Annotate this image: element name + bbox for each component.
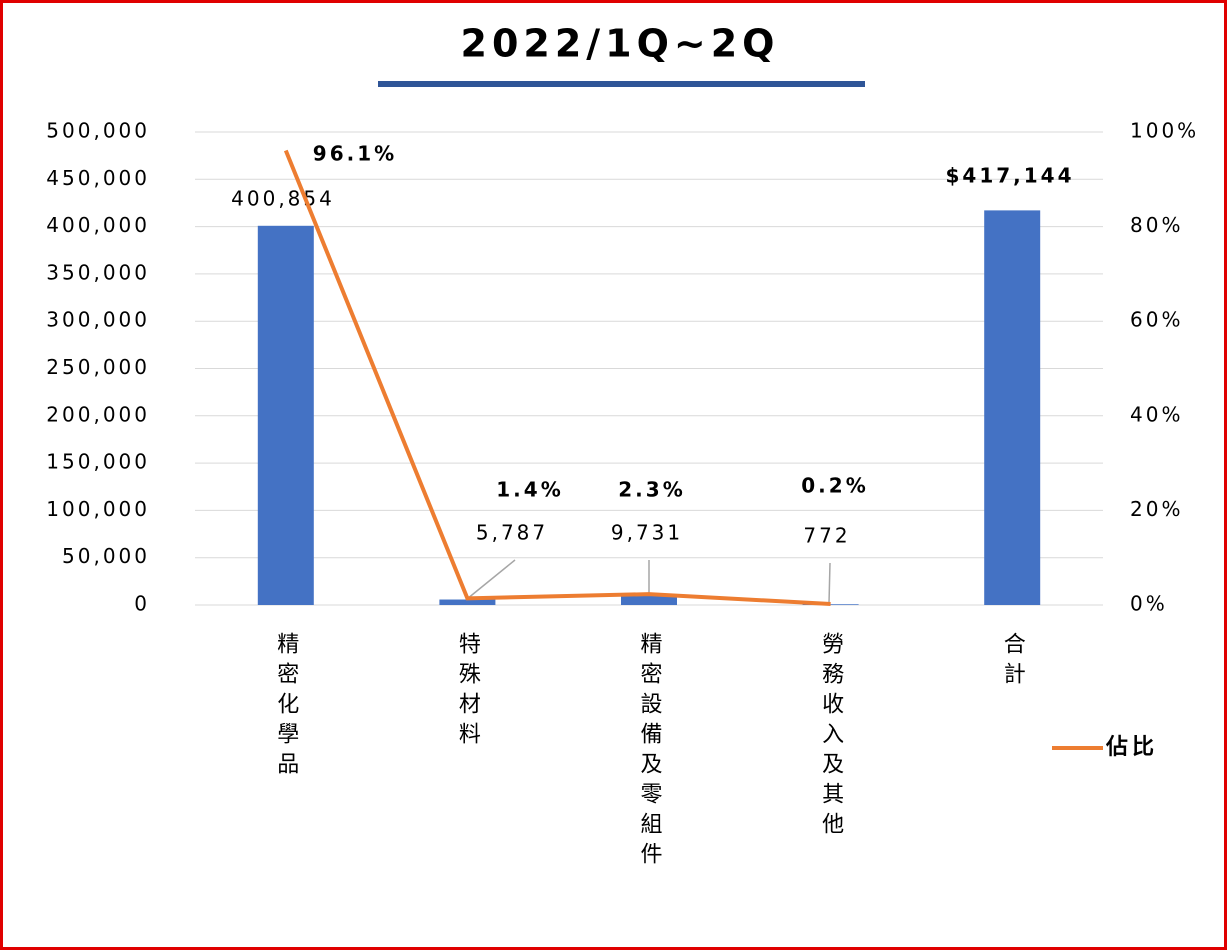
y2-tick-label: 100% (1130, 119, 1199, 143)
bar (439, 599, 496, 605)
y-tick-label: 0 (134, 592, 150, 616)
y2-tick-label: 0% (1130, 592, 1168, 616)
legend-label: 佔比 (1105, 735, 1158, 760)
bar-value-label: 400,854 (231, 187, 335, 211)
y-tick-label: 150,000 (46, 450, 150, 474)
bar-value-label: 9,731 (611, 521, 683, 545)
y-tick-label: 350,000 (46, 260, 150, 284)
line (283, 149, 831, 607)
y-tick-label: 500,000 (46, 119, 150, 143)
bar (802, 604, 859, 605)
y-tick-label: 400,000 (46, 213, 150, 237)
leader-line (828, 562, 831, 604)
y2-tick-label: 40% (1130, 402, 1183, 426)
x-tick-label: 勞務收入及其他 (818, 632, 844, 842)
y2-tick-label: 80% (1130, 213, 1183, 237)
y2-tick-label: 60% (1130, 308, 1183, 332)
bar (621, 595, 677, 605)
title-underline (378, 81, 865, 87)
bar-value-label: 5,787 (476, 521, 548, 545)
bar-value-label: 772 (803, 524, 850, 548)
y2-tick-label: 20% (1130, 497, 1183, 521)
line-value-label: 2.3% (618, 478, 685, 502)
bar (257, 225, 314, 605)
x-tick-label: 合計 (1000, 632, 1026, 692)
y-tick-label: 300,000 (46, 308, 150, 332)
chart-title: 2022/1Q~2Q (461, 22, 780, 66)
leader-line (466, 559, 516, 600)
x-tick-label: 特殊材料 (455, 632, 481, 752)
y-tick-label: 450,000 (46, 166, 150, 190)
y-tick-label: 200,000 (46, 402, 150, 426)
bar-value-label: $417,144 (945, 164, 1074, 188)
y-tick-label: 250,000 (46, 355, 150, 379)
y-tick-label: 100,000 (46, 497, 150, 521)
x-tick-label: 精密設備及零組件 (637, 632, 663, 872)
leader-lines (466, 559, 831, 604)
line-value-label: 96.1% (313, 142, 397, 166)
line-value-label: 0.2% (801, 474, 868, 498)
x-tick-label: 精密化學品 (273, 632, 299, 782)
y-tick-label: 50,000 (62, 544, 150, 568)
line-value-label: 1.4% (496, 478, 563, 502)
bar (984, 210, 1041, 605)
